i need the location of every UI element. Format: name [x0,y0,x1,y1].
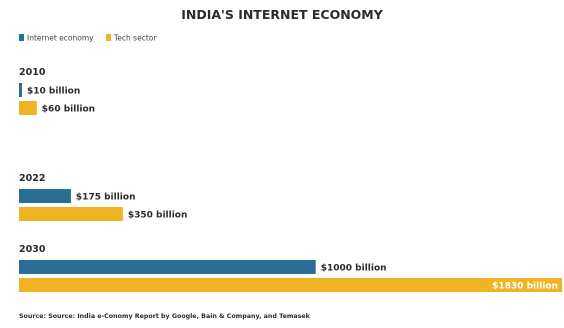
bar-internet-economy-2010 [19,83,22,97]
bar-internet-economy-2030 [19,260,316,274]
chart-title: INDIA'S INTERNET ECONOMY [181,7,384,22]
legend-swatch-internet-economy [19,34,24,41]
year-label-2022: 2022 [19,173,45,184]
value-label-internet-economy-2030: $1000 billion [321,263,387,273]
value-label-tech-sector-2030: $1830 billion [492,281,558,291]
year-label-2010: 2010 [19,67,46,78]
year-label-2030: 2030 [19,244,46,255]
legend-swatch-tech-sector [106,34,111,41]
bar-tech-sector-2022 [19,207,123,221]
bar-tech-sector-2010 [19,101,37,115]
value-label-tech-sector-2010: $60 billion [42,104,95,114]
value-label-internet-economy-2022: $175 billion [76,192,136,202]
bar-internet-economy-2022 [19,189,71,203]
value-label-tech-sector-2022: $350 billion [128,210,188,220]
value-label-internet-economy-2010: $10 billion [27,86,80,96]
legend-label-internet-economy: Internet economy [27,34,94,43]
legend-label-tech-sector: Tech sector [113,34,157,43]
source-note: Source: Source: India e-Conomy Report by… [19,313,311,320]
bars: 2010 $10 billion $60 billion 2022 $175 billi… [19,67,562,292]
bar-tech-sector-2030 [19,278,562,292]
legend: Internet economy Tech sector [19,34,157,43]
